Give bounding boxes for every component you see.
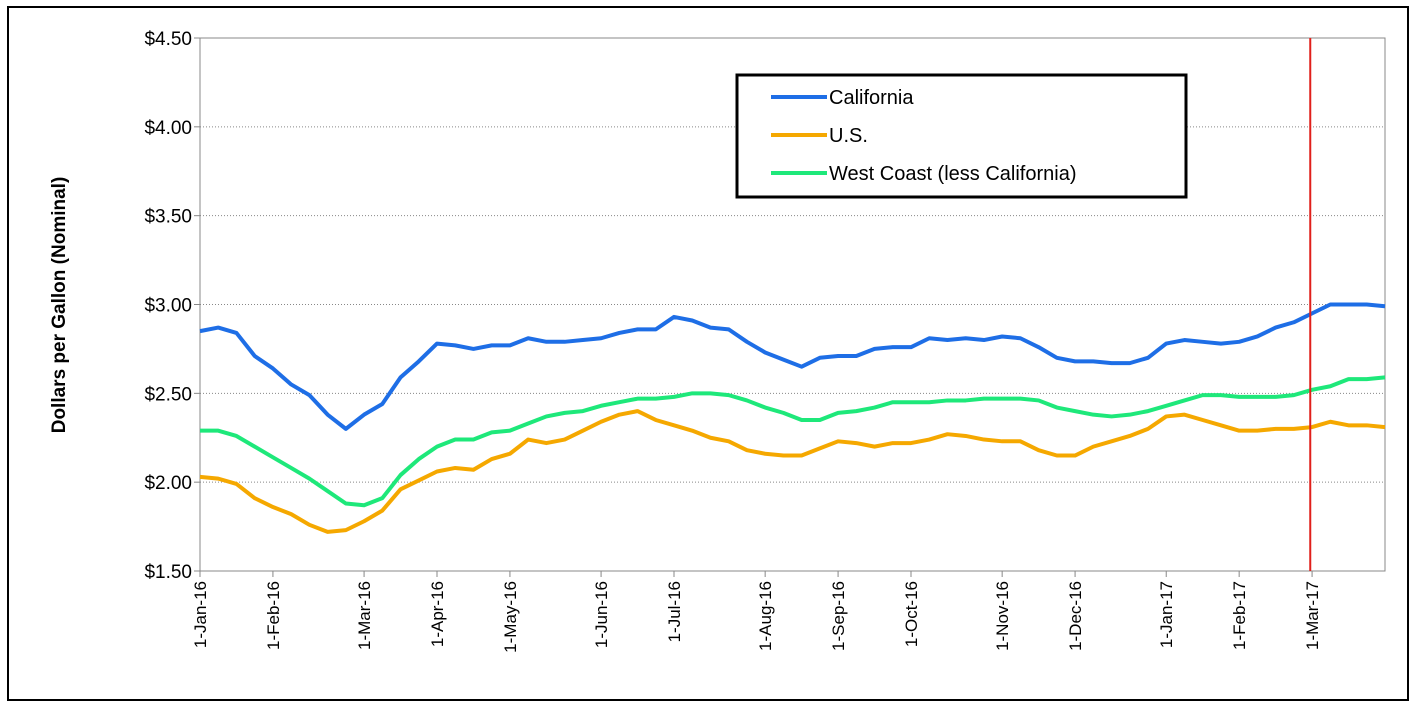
x-tick-label: 1-Sep-16 — [829, 581, 848, 651]
legend-label: California — [829, 87, 914, 109]
y-axis-label: Dollars per Gallon (Nominal) — [49, 177, 70, 434]
x-tick-label: 1-Jan-17 — [1157, 581, 1176, 648]
x-tick-label: 1-Oct-16 — [902, 581, 921, 647]
y-tick-label: $3.50 — [144, 207, 192, 228]
x-tick-label: 1-Feb-17 — [1230, 581, 1249, 650]
y-tick-label: $4.00 — [144, 118, 192, 139]
x-tick-label: 1-Nov-16 — [993, 581, 1012, 651]
legend-label: West Coast (less California) — [829, 163, 1076, 185]
x-tick-label: 1-Feb-16 — [264, 581, 283, 650]
x-tick-label: 1-Dec-16 — [1066, 581, 1085, 651]
y-tick-label: $2.50 — [144, 384, 192, 405]
x-tick-label: 1-May-16 — [501, 581, 520, 653]
x-tick-label: 1-Jan-16 — [191, 581, 210, 648]
y-tick-label: $2.00 — [144, 473, 192, 494]
x-tick-label: 1-Mar-16 — [355, 581, 374, 650]
x-tick-label: 1-Jun-16 — [592, 581, 611, 648]
data-line — [200, 375, 1386, 508]
x-tick-label: 1-Mar-17 — [1303, 581, 1322, 650]
y-tick-label: $4.50 — [144, 29, 192, 50]
data-line — [199, 302, 1386, 431]
data-line — [199, 409, 1386, 534]
x-tick-label: 1-Apr-16 — [428, 581, 447, 647]
x-tick-label: 1-Aug-16 — [756, 581, 775, 651]
legend-label: U.S. — [829, 125, 868, 147]
x-tick-label: 1-Jul-16 — [665, 581, 684, 642]
chart-frame — [7, 6, 1409, 701]
y-tick-label: $1.50 — [144, 562, 192, 583]
y-tick-label: $3.00 — [144, 296, 192, 317]
